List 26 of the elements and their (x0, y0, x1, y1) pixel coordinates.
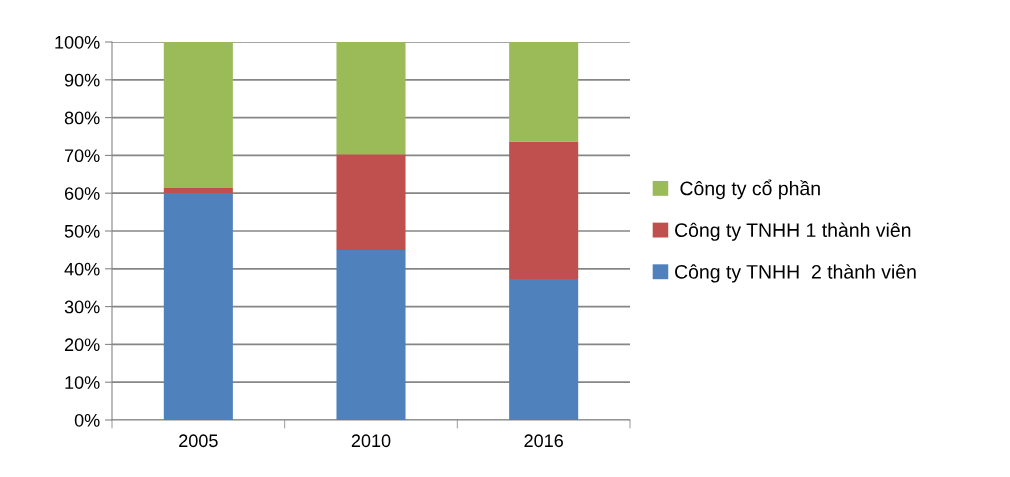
y-tick-label: 70% (64, 149, 100, 163)
x-tick-label: 2010 (351, 434, 391, 448)
bar (336, 42, 406, 155)
y-tick-label: 60% (64, 187, 100, 200)
y-tick-label: 30% (64, 300, 100, 314)
bar (163, 193, 233, 420)
legend-label: Công ty TNHH 2 thành viên (675, 264, 916, 283)
bar (509, 279, 579, 420)
bar (163, 187, 233, 194)
y-tick-label: 10% (65, 376, 100, 389)
bar (163, 42, 233, 188)
bar (509, 42, 579, 142)
y-tick-label: 40% (64, 262, 100, 276)
x-tick-label: 2005 (179, 434, 218, 448)
x-tick-label: 2016 (524, 434, 563, 448)
bar (336, 154, 406, 250)
y-tick-label: 100% (55, 35, 100, 49)
legend-label: Công ty cổ phần (680, 179, 820, 200)
y-tick-label: 90% (64, 73, 100, 87)
y-tick-label: 80% (64, 111, 100, 125)
bar (336, 249, 406, 420)
bar (509, 141, 579, 280)
y-tick-label: 50% (64, 224, 100, 238)
y-tick-label: 20% (64, 338, 100, 352)
y-tick-label: 0% (74, 413, 100, 427)
legend-label: Công ty TNHH 1 thành viên (675, 222, 911, 241)
